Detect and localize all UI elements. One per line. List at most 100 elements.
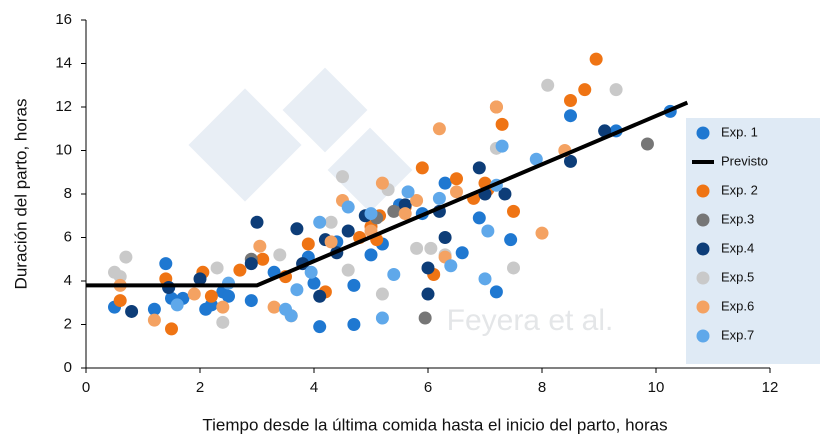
- point: [640, 137, 654, 151]
- point: [529, 152, 543, 166]
- point: [375, 176, 389, 190]
- point: [541, 78, 555, 92]
- point: [216, 300, 230, 314]
- x-tick-label: 2: [196, 379, 204, 396]
- point: [253, 239, 267, 253]
- point: [415, 161, 429, 175]
- point: [233, 263, 247, 277]
- point: [290, 222, 304, 236]
- point: [204, 289, 218, 303]
- legend-marker: [696, 126, 710, 140]
- point: [170, 298, 184, 312]
- point: [504, 233, 518, 247]
- point: [250, 215, 264, 229]
- point: [450, 172, 463, 186]
- point: [290, 283, 304, 297]
- point: [313, 320, 327, 334]
- point: [273, 248, 287, 262]
- point: [438, 231, 452, 244]
- point: [498, 187, 512, 201]
- point: [324, 235, 338, 249]
- x-axis-title: Tiempo desde la última comida hasta el i…: [202, 415, 667, 434]
- point: [387, 267, 401, 281]
- legend-label: Exp.4: [721, 240, 754, 255]
- point: [472, 211, 486, 225]
- point: [313, 215, 327, 229]
- point: [113, 294, 127, 308]
- point: [421, 287, 435, 301]
- legend-label: Exp.7: [721, 327, 754, 342]
- point: [324, 215, 338, 229]
- point: [495, 117, 509, 131]
- point: [432, 122, 446, 136]
- y-tick-label: 10: [55, 141, 72, 158]
- logo: [188, 67, 413, 213]
- point: [387, 204, 401, 218]
- point: [564, 109, 577, 123]
- legend-marker: [696, 242, 710, 256]
- x-tick-label: 4: [310, 379, 318, 396]
- legend-marker: [696, 184, 710, 198]
- point: [341, 263, 355, 277]
- trend-line: [86, 100, 689, 288]
- point: [364, 248, 378, 262]
- point: [193, 272, 207, 286]
- point: [589, 52, 603, 66]
- point: [598, 124, 612, 138]
- point: [165, 322, 178, 336]
- logo-diamond: [282, 67, 368, 153]
- point: [489, 285, 503, 299]
- point: [313, 289, 327, 303]
- point: [535, 226, 549, 240]
- point: [507, 204, 520, 218]
- legend-marker: [696, 271, 710, 285]
- legend-box: [686, 118, 820, 364]
- x-tick-label: 10: [648, 379, 665, 396]
- y-axis-title: Duración del parto, horas: [11, 99, 30, 290]
- x-tick-label: 12: [762, 379, 779, 396]
- legend-label: Exp. 2: [721, 182, 758, 197]
- legend-label: Exp. 1: [721, 124, 758, 139]
- point: [222, 289, 235, 303]
- point: [147, 313, 161, 327]
- point: [244, 294, 258, 308]
- point: [438, 176, 452, 190]
- legend-marker: [696, 329, 710, 343]
- y-tick-label: 2: [64, 315, 72, 332]
- point: [410, 194, 424, 208]
- point: [222, 276, 235, 290]
- point: [256, 252, 270, 266]
- point: [347, 278, 361, 292]
- legend-marker: [696, 300, 710, 314]
- point: [341, 200, 355, 214]
- point: [478, 272, 492, 286]
- point: [432, 191, 446, 205]
- y-tick-label: 14: [55, 54, 72, 71]
- point: [375, 287, 389, 301]
- point: [347, 318, 361, 331]
- y-tick-label: 12: [55, 98, 72, 115]
- point: [125, 304, 139, 318]
- point: [147, 302, 161, 316]
- legend-label: Previsto: [721, 153, 768, 168]
- point: [375, 311, 389, 325]
- point: [418, 311, 432, 325]
- point: [162, 281, 176, 295]
- point: [444, 259, 458, 273]
- watermark: Feyera et al.: [447, 304, 614, 337]
- point: [398, 207, 412, 221]
- point: [216, 315, 230, 329]
- legend-marker: [696, 213, 710, 227]
- y-tick-label: 16: [55, 11, 72, 28]
- point: [341, 224, 355, 238]
- y-tick-label: 4: [64, 272, 72, 289]
- point: [304, 265, 318, 279]
- point: [489, 100, 503, 114]
- point: [455, 246, 469, 260]
- point: [284, 309, 298, 323]
- logo-diamond: [188, 88, 302, 202]
- point: [564, 93, 577, 107]
- y-tick-label: 6: [64, 228, 72, 245]
